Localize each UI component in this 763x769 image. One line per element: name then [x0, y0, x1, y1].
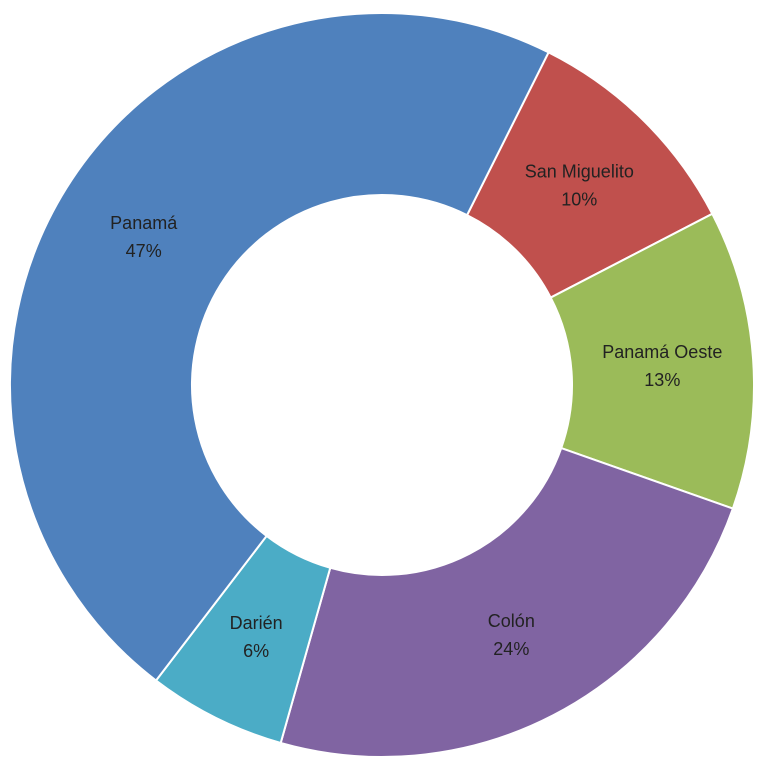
slice-label: Panamá	[110, 213, 178, 233]
slice-value-label: 10%	[561, 190, 597, 210]
donut-slice	[279, 446, 735, 758]
slice-label: Panamá Oeste	[602, 342, 722, 362]
slice-label: San Miguelito	[525, 162, 634, 182]
slice-value-label: 24%	[493, 639, 529, 659]
donut-slice	[9, 12, 550, 682]
slice-value-label: 47%	[126, 241, 162, 261]
slice-value-label: 13%	[644, 370, 680, 390]
slice-label: Colón	[488, 611, 535, 631]
donut-slice	[549, 212, 755, 510]
slice-label: Darién	[230, 613, 283, 633]
slice-value-label: 6%	[243, 641, 269, 661]
